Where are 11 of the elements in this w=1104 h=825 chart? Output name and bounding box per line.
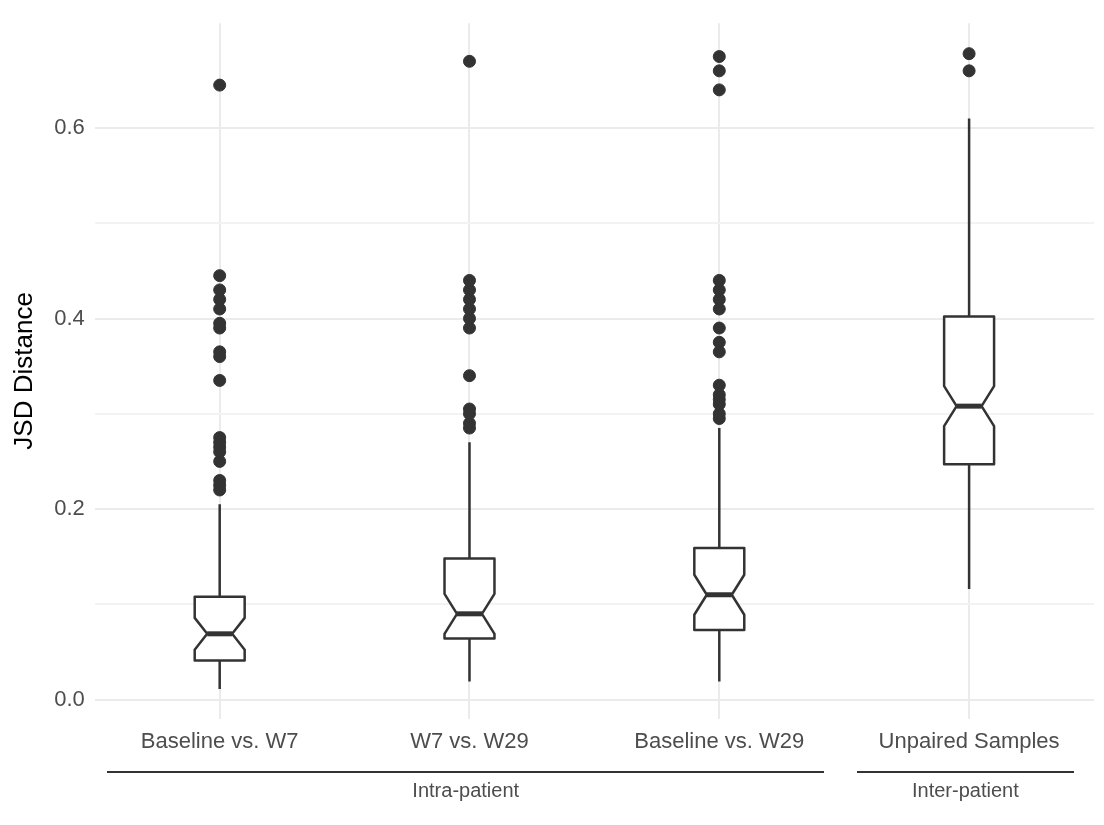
x-tick-label: Baseline vs. W7 <box>140 727 299 753</box>
x-tick-label: Baseline vs. W29 <box>634 727 805 753</box>
text: Inter-patient <box>910 779 1020 802</box>
x-tick-label: Unpaired Samples <box>878 727 1060 753</box>
text: Intra-patient <box>411 779 521 802</box>
y-tick-label: 0.6 <box>54 114 85 140</box>
y-tick-label: 0.2 <box>54 495 85 521</box>
y-tick-label: 0.0 <box>54 685 85 711</box>
x-tick-label: W7 vs. W29 <box>410 727 529 753</box>
y-tick-label: 0.4 <box>54 304 85 330</box>
y-axis-title: JSD Distance <box>7 292 38 450</box>
